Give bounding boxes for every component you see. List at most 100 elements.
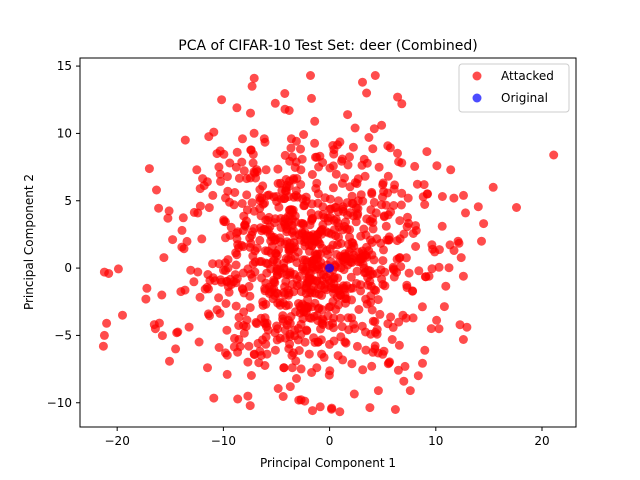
attacked-point xyxy=(250,246,260,256)
attacked-point xyxy=(434,262,444,272)
attacked-point xyxy=(394,317,404,327)
attacked-point xyxy=(240,221,250,231)
attacked-point xyxy=(262,349,272,359)
attacked-point xyxy=(307,214,317,224)
attacked-point xyxy=(369,255,379,265)
attacked-point xyxy=(195,292,205,302)
attacked-point xyxy=(341,251,351,261)
attacked-point xyxy=(453,236,463,246)
attacked-point xyxy=(163,213,173,223)
attacked-point xyxy=(318,210,328,219)
attacked-point xyxy=(349,389,359,399)
attacked-point xyxy=(419,180,429,190)
attacked-point xyxy=(373,295,383,305)
attacked-point xyxy=(118,310,127,320)
attacked-point xyxy=(456,253,466,263)
legend-label-original: Original xyxy=(501,91,548,105)
attacked-point xyxy=(398,310,408,320)
attacked-point xyxy=(247,81,257,91)
attacked-point xyxy=(296,144,305,154)
attacked-point xyxy=(286,143,296,153)
attacked-point xyxy=(426,324,436,334)
attacked-point xyxy=(164,206,174,216)
attacked-point xyxy=(375,309,385,319)
attacked-point xyxy=(284,106,294,115)
attacked-point xyxy=(246,108,255,118)
attacked-point xyxy=(246,145,256,155)
attacked-point xyxy=(459,190,468,200)
attacked-point xyxy=(232,103,242,113)
attacked-point xyxy=(333,240,342,250)
attacked-point xyxy=(299,130,309,139)
attacked-point xyxy=(286,134,296,144)
attacked-point xyxy=(270,345,280,355)
attacked-point xyxy=(223,255,233,265)
attacked-point xyxy=(377,120,387,130)
attacked-point xyxy=(295,302,305,311)
attacked-point xyxy=(235,342,245,351)
attacked-point xyxy=(245,173,255,183)
attacked-point xyxy=(549,150,559,160)
attacked-point xyxy=(234,173,244,183)
attacked-point xyxy=(462,322,472,332)
attacked-point xyxy=(223,186,233,196)
attacked-point xyxy=(205,311,214,321)
attacked-point xyxy=(334,257,344,267)
attacked-point xyxy=(395,216,405,226)
x-tick-label: 20 xyxy=(534,434,549,448)
attacked-point xyxy=(247,230,256,240)
attacked-point xyxy=(364,133,374,142)
attacked-point xyxy=(261,339,271,349)
attacked-point xyxy=(237,199,247,208)
attacked-point xyxy=(334,222,344,232)
attacked-point xyxy=(290,252,300,262)
attacked-point xyxy=(430,247,440,257)
points-layer xyxy=(98,71,559,417)
attacked-point xyxy=(379,187,389,197)
attacked-point xyxy=(262,268,272,278)
attacked-point xyxy=(312,363,322,373)
attacked-point xyxy=(258,181,268,191)
attacked-point xyxy=(335,407,345,417)
attacked-point xyxy=(285,329,295,339)
attacked-point xyxy=(302,274,312,284)
attacked-point xyxy=(301,196,311,206)
attacked-point xyxy=(249,73,259,83)
attacked-point xyxy=(422,189,432,199)
attacked-point xyxy=(282,237,292,247)
x-tick-label: −20 xyxy=(105,434,130,448)
attacked-point xyxy=(312,276,322,286)
attacked-point xyxy=(226,222,236,232)
attacked-point xyxy=(328,141,338,150)
attacked-point xyxy=(411,221,420,231)
attacked-point xyxy=(402,222,412,232)
attacked-point xyxy=(260,361,270,370)
attacked-point xyxy=(270,98,280,108)
y-tick-label: −10 xyxy=(47,396,72,410)
attacked-point xyxy=(392,254,402,264)
attacked-point xyxy=(284,288,294,298)
attacked-point xyxy=(305,313,314,323)
attacked-point xyxy=(242,190,252,200)
x-tick-label: 10 xyxy=(428,434,443,448)
attacked-point xyxy=(113,264,123,274)
attacked-point xyxy=(285,382,295,392)
attacked-point xyxy=(285,156,295,166)
attacked-point xyxy=(177,242,187,252)
attacked-point xyxy=(408,286,418,296)
attacked-point xyxy=(260,319,270,329)
attacked-point xyxy=(449,193,459,203)
y-tick-label: 15 xyxy=(57,59,72,73)
attacked-point xyxy=(393,92,403,102)
attacked-point xyxy=(387,335,397,344)
attacked-point xyxy=(243,391,253,401)
attacked-point xyxy=(347,359,357,369)
attacked-point xyxy=(217,95,227,105)
attacked-point xyxy=(159,253,169,263)
attacked-point xyxy=(310,288,320,298)
attacked-point xyxy=(203,363,212,373)
attacked-point xyxy=(302,302,312,311)
attacked-point xyxy=(282,320,292,330)
attacked-point xyxy=(343,160,353,170)
